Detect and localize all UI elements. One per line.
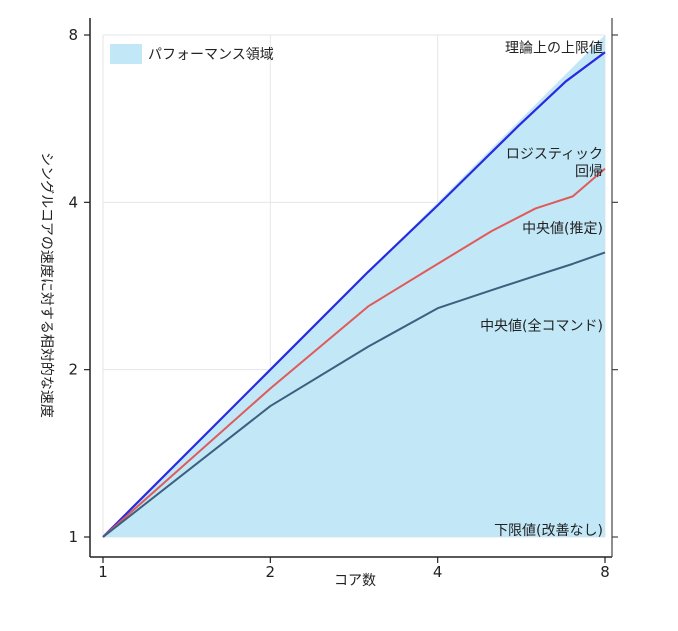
annotation-label: 下限値(改善なし) [494,523,603,539]
annotation-label: 理論上の上限値 [505,40,603,56]
series-line-2 [102,167,606,538]
series-lines [102,51,606,538]
annotation-label: ロジスティック [506,146,603,162]
x-tick-label: 8 [600,563,610,581]
series-line-3 [102,251,606,538]
y-tick-label: 4 [68,193,78,211]
y-tick-label: 8 [68,26,78,44]
x-axis-title: コア数 [334,573,376,589]
legend: パフォーマンス領域 [110,44,274,64]
x-tick-label: 2 [266,563,276,581]
y-tick-label: 2 [68,361,78,379]
plot-frame [89,18,613,558]
legend-swatch [110,44,142,64]
x-tick-label: 4 [433,563,443,581]
y-axis-title: シングルコアの速度に対する相対的な速度 [38,152,54,418]
series-line-1 [102,51,606,538]
annotation-label: 回帰 [575,163,603,180]
annotation-label: 中央値(全コマンド) [480,318,603,335]
y-tick-label: 1 [68,528,78,546]
x-tick-label: 1 [98,563,108,581]
legend-label: パフォーマンス領域 [148,46,274,63]
annotation-label: 中央値(推定) [522,221,603,237]
